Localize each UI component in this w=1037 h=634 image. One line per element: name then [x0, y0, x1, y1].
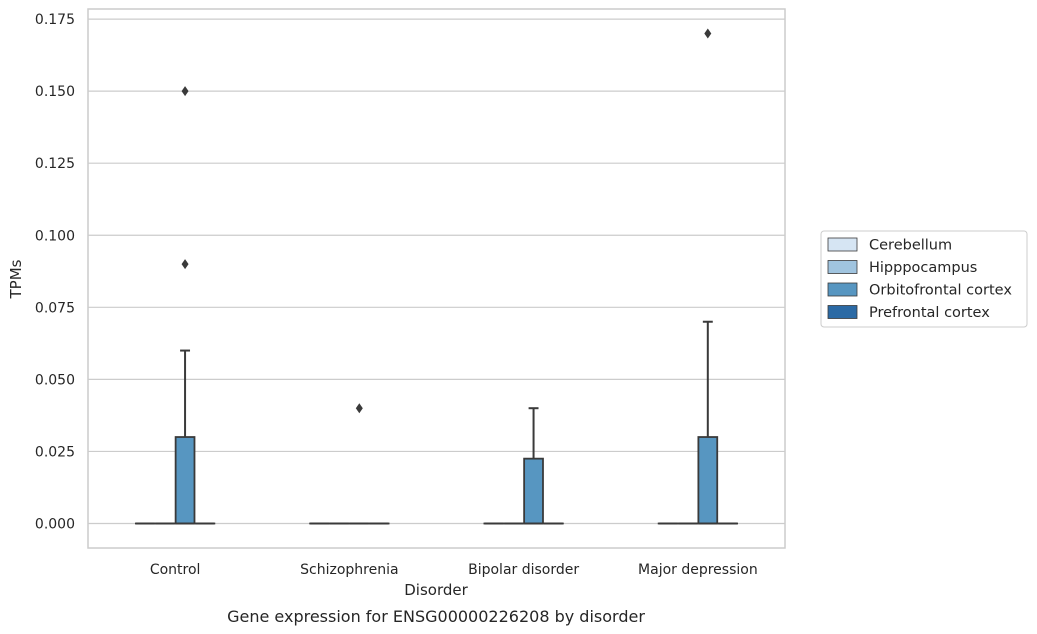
box-2-2: [523, 407, 544, 525]
x-tick-label: Schizophrenia: [300, 562, 398, 578]
y-tick-label: 0.150: [35, 84, 75, 100]
outlier-point: [704, 28, 712, 39]
legend-swatch: [827, 305, 858, 319]
legend: Cerebellum Hipppocampus Orbitofrontal cort…: [820, 230, 1028, 328]
box-2-0: [174, 86, 196, 525]
x-axis-title: Disorder: [404, 581, 468, 599]
outlier-point: [181, 86, 189, 97]
y-tick-label: 0.075: [35, 300, 75, 316]
y-axis-title: TPMs: [7, 259, 25, 299]
legend-label: Orbitofrontal cortex: [869, 283, 1012, 299]
legend-frame: [820, 230, 1028, 328]
legend-label: Hipppocampus: [869, 260, 977, 276]
box-body: [174, 436, 196, 525]
box-body: [697, 436, 719, 525]
legend-swatch: [827, 282, 858, 297]
legend-label: Cerebellum: [869, 238, 952, 254]
box-2-3: [697, 28, 719, 525]
legend-swatch: [827, 260, 858, 274]
y-tick-label: 0.100: [35, 228, 75, 244]
box-body: [523, 457, 544, 525]
y-tick-label: 0.025: [35, 444, 75, 460]
chart-caption: Gene expression for ENSG00000226208 by d…: [227, 607, 645, 626]
plot-frame: [87, 8, 786, 549]
grid-layer: [88, 18, 785, 525]
x-tick-label: Control: [150, 562, 201, 578]
box-2-1: [348, 403, 370, 525]
legend-items: Cerebellum Hipppocampus Orbitofrontal cort…: [827, 237, 1012, 321]
plot-border: [87, 8, 786, 549]
x-tick-label: Bipolar disorder: [468, 562, 579, 578]
legend-label: Prefrontal cortex: [869, 305, 990, 321]
y-axis-ticks: 0.000 0.025 0.050 0.075 0.100 0.125 0.150 0.175: [35, 12, 75, 532]
outlier-point: [181, 259, 189, 270]
y-tick-label: 0.125: [35, 156, 75, 172]
y-tick-label: 0.000: [35, 517, 75, 533]
x-axis-ticks: Control Schizophrenia Bipolar disorder Majo…: [150, 562, 758, 578]
boxes-layer: [134, 28, 739, 525]
y-tick-label: 0.050: [35, 372, 75, 388]
y-tick-label: 0.175: [35, 12, 75, 28]
legend-swatch: [827, 237, 858, 252]
x-tick-label: Major depression: [638, 562, 758, 578]
outlier-point: [355, 403, 363, 414]
